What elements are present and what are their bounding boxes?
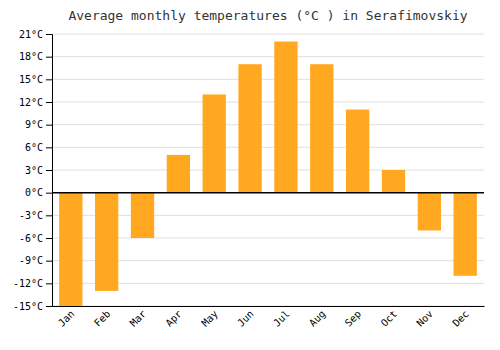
y-tick-mark <box>46 34 52 35</box>
bar <box>95 193 118 291</box>
y-tick-label: 15°C <box>19 74 43 85</box>
bar <box>382 170 405 193</box>
grid-line <box>52 306 484 307</box>
x-tick-label: Aug <box>307 308 328 329</box>
bars <box>59 42 477 306</box>
y-tick-mark <box>46 79 52 80</box>
y-tick-label: 18°C <box>19 51 43 62</box>
y-tick-label: 6°C <box>25 142 43 153</box>
x-tick: Feb <box>92 308 113 329</box>
x-axis: Jan Feb Mar Apr May Jun Jul Aug Sep Oct Nov Dec <box>53 307 485 329</box>
y-tick-label: 0°C <box>25 187 43 198</box>
y-tick: -15°C <box>13 301 52 312</box>
y-tick-label: -6°C <box>19 233 43 244</box>
y-tick: 18°C <box>19 51 52 62</box>
x-tick-label: Sep <box>343 308 364 329</box>
y-tick: 0°C <box>25 187 52 198</box>
y-tick: 12°C <box>19 97 52 108</box>
grid <box>52 34 484 306</box>
grid-line <box>52 79 484 80</box>
y-tick: -9°C <box>19 255 52 266</box>
y-tick-label: 12°C <box>19 97 43 108</box>
x-tick-label: Apr <box>163 308 184 329</box>
y-tick: 15°C <box>19 74 52 85</box>
y-tick: 21°C <box>19 29 52 40</box>
bar <box>310 64 333 192</box>
x-tick-label: Jul <box>271 308 292 329</box>
x-tick-label: Feb <box>92 308 113 329</box>
y-tick-mark <box>46 238 52 239</box>
bar <box>346 110 369 193</box>
y-tick: -3°C <box>19 210 52 221</box>
y-tick: -6°C <box>19 233 52 244</box>
grid-line <box>52 192 484 193</box>
grid-line <box>52 56 484 57</box>
y-tick-mark <box>46 261 52 262</box>
x-tick: Aug <box>307 308 328 329</box>
grid-line <box>52 170 484 171</box>
y-tick-mark <box>46 125 52 126</box>
x-tick-label: Dec <box>450 308 471 329</box>
y-tick-mark <box>46 102 52 103</box>
grid-line <box>52 34 484 35</box>
bar <box>238 64 261 192</box>
x-tick-label: May <box>199 308 220 329</box>
zero-line <box>52 192 484 194</box>
x-tick: Jun <box>235 308 256 329</box>
y-tick-mark <box>46 193 52 194</box>
grid-line <box>52 124 484 125</box>
grid-line <box>52 147 484 148</box>
y-tick-label: 3°C <box>25 165 43 176</box>
chart: -15°C -12°C -9°C -6°C -3°C 0°C 3°C 6°C 9°C 12°C 15… <box>0 0 500 350</box>
plot: -15°C -12°C -9°C -6°C -3°C 0°C 3°C 6°C 9°C 12°C 15… <box>13 29 485 329</box>
x-tick: Apr <box>163 308 184 329</box>
y-tick: 3°C <box>25 165 52 176</box>
y-tick: 6°C <box>25 142 52 153</box>
title: Average monthly temperatures (°C ) in Se… <box>68 8 467 23</box>
x-tick: Sep <box>343 308 364 329</box>
x-tick: Jan <box>56 308 77 329</box>
y-tick-mark <box>46 147 52 148</box>
x-tick-label: Jun <box>235 308 256 329</box>
x-axis-line <box>53 306 485 307</box>
bar <box>418 193 441 231</box>
y-tick: -12°C <box>13 278 52 289</box>
x-tick: Jul <box>271 308 292 329</box>
y-tick-mark <box>46 57 52 58</box>
x-tick: Dec <box>450 308 471 329</box>
y-tick-label: -3°C <box>19 210 43 221</box>
grid-line <box>52 102 484 103</box>
x-tick-label: Mar <box>128 308 149 329</box>
y-tick-label: -15°C <box>13 301 43 312</box>
bar <box>203 94 226 192</box>
x-tick-label: Jan <box>56 308 77 329</box>
x-tick: Oct <box>379 308 400 329</box>
bar <box>167 155 190 193</box>
x-tick: Nov <box>414 308 435 329</box>
y-tick-mark <box>46 283 52 284</box>
x-tick: Mar <box>128 308 149 329</box>
y-tick-label: -12°C <box>13 278 43 289</box>
y-tick: 9°C <box>25 119 52 130</box>
x-tick-label: Nov <box>414 308 435 329</box>
y-tick-mark <box>46 170 52 171</box>
bar <box>274 42 297 193</box>
y-tick-mark <box>46 215 52 216</box>
bar <box>454 193 477 276</box>
bar <box>131 193 154 238</box>
x-tick: May <box>199 308 220 329</box>
y-axis-line <box>46 35 53 307</box>
y-tick-label: 21°C <box>19 29 43 40</box>
y-axis: -15°C -12°C -9°C -6°C -3°C 0°C 3°C 6°C 9°C 12°C 15… <box>13 29 53 312</box>
y-tick-mark <box>46 306 52 307</box>
y-tick-label: -9°C <box>19 255 43 266</box>
y-tick-label: 9°C <box>25 119 43 130</box>
x-tick-label: Oct <box>379 308 400 329</box>
bar <box>59 193 82 306</box>
